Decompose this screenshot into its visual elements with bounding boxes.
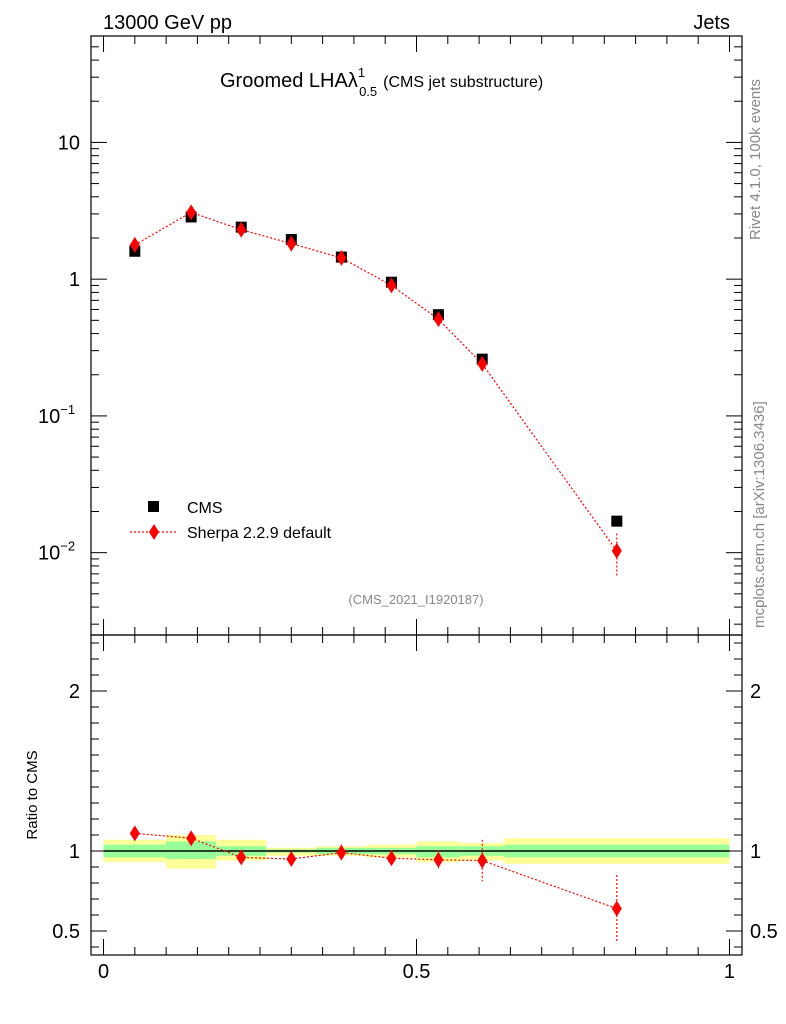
mc-point xyxy=(236,221,247,238)
ratio-data-marks xyxy=(129,825,622,943)
mc-point xyxy=(336,249,347,266)
ratio-mc-point xyxy=(286,851,297,867)
ratio-mc-point xyxy=(477,852,488,869)
ratio-ytick-label-left: 2 xyxy=(69,681,80,703)
main-ytick-label: 1 xyxy=(69,269,80,291)
ratio-mc-point xyxy=(611,900,622,917)
main-ytick-label: 10−2 xyxy=(38,539,75,565)
ratio-ytick-label-left: 1 xyxy=(69,841,80,863)
legend: CMS Sherpa 2.2.9 default xyxy=(130,500,332,542)
legend-cms-label: CMS xyxy=(187,500,223,517)
ratio-axis-ticks: 2 2 1 1 0.5 0.5 0 0.5 1 xyxy=(52,635,778,983)
main-ytick-label: 10 xyxy=(58,132,80,154)
legend-mc-marker xyxy=(149,524,159,540)
mc-point xyxy=(386,277,397,294)
xtick-label: 0.5 xyxy=(403,961,431,983)
ratio-mc-point xyxy=(186,830,197,847)
energy-label: 13000 GeV pp xyxy=(103,12,232,34)
ratio-panel-frame xyxy=(90,634,743,956)
main-ytick-label: 10−1 xyxy=(38,402,75,428)
mcplots-label: mcplots.cern.ch [arXiv:1306.3436] xyxy=(751,401,768,628)
mc-point xyxy=(611,542,622,559)
ratio-ytick-label-right: 0.5 xyxy=(750,921,778,943)
title-lambda: λ xyxy=(348,70,358,92)
analysis-id: (CMS_2021_I1920187) xyxy=(348,592,483,607)
plot-title: Groomed LHAλ1 0.5 (CMS jet substructure) xyxy=(220,65,543,99)
mc-point xyxy=(186,204,197,221)
mc-point xyxy=(286,235,297,252)
ratio-mc-point xyxy=(129,825,140,842)
ratio-mc-point xyxy=(336,844,347,861)
legend-cms-marker xyxy=(148,501,159,512)
ratio-ylabel: Ratio to CMS xyxy=(24,750,41,839)
ratio-ytick-label-left: 0.5 xyxy=(52,921,80,943)
rivet-label: Rivet 4.1.0, 100k events xyxy=(747,79,764,240)
xtick-label: 0 xyxy=(98,961,109,983)
title-note: (CMS jet substructure) xyxy=(383,74,543,91)
mc-point xyxy=(433,311,444,328)
main-data-marks xyxy=(129,204,623,576)
legend-mc-label: Sherpa 2.2.9 default xyxy=(187,525,332,542)
title-sup: 1 xyxy=(358,65,365,80)
ratio-mc-point xyxy=(433,851,444,868)
title-main: Groomed LHA xyxy=(220,70,348,92)
xtick-label: 1 xyxy=(724,961,735,983)
jets-label: Jets xyxy=(693,12,730,34)
ratio-mc-line xyxy=(134,832,618,910)
ratio-mc-point xyxy=(236,849,247,866)
title-sub: 0.5 xyxy=(359,84,377,99)
ratio-ytick-label-right: 2 xyxy=(750,681,761,703)
ratio-mc-point xyxy=(386,850,397,867)
ratio-ytick-label-right: 1 xyxy=(750,841,761,863)
main-panel-frame xyxy=(90,35,743,636)
mc-point xyxy=(129,236,140,253)
cms-point xyxy=(611,515,623,527)
ratio-band-inner xyxy=(166,841,217,859)
ratio-uncertainty-bands xyxy=(103,835,730,869)
mc-point xyxy=(477,355,488,372)
main-axis-ticks: 10 1 10−1 10−2 xyxy=(38,35,742,635)
